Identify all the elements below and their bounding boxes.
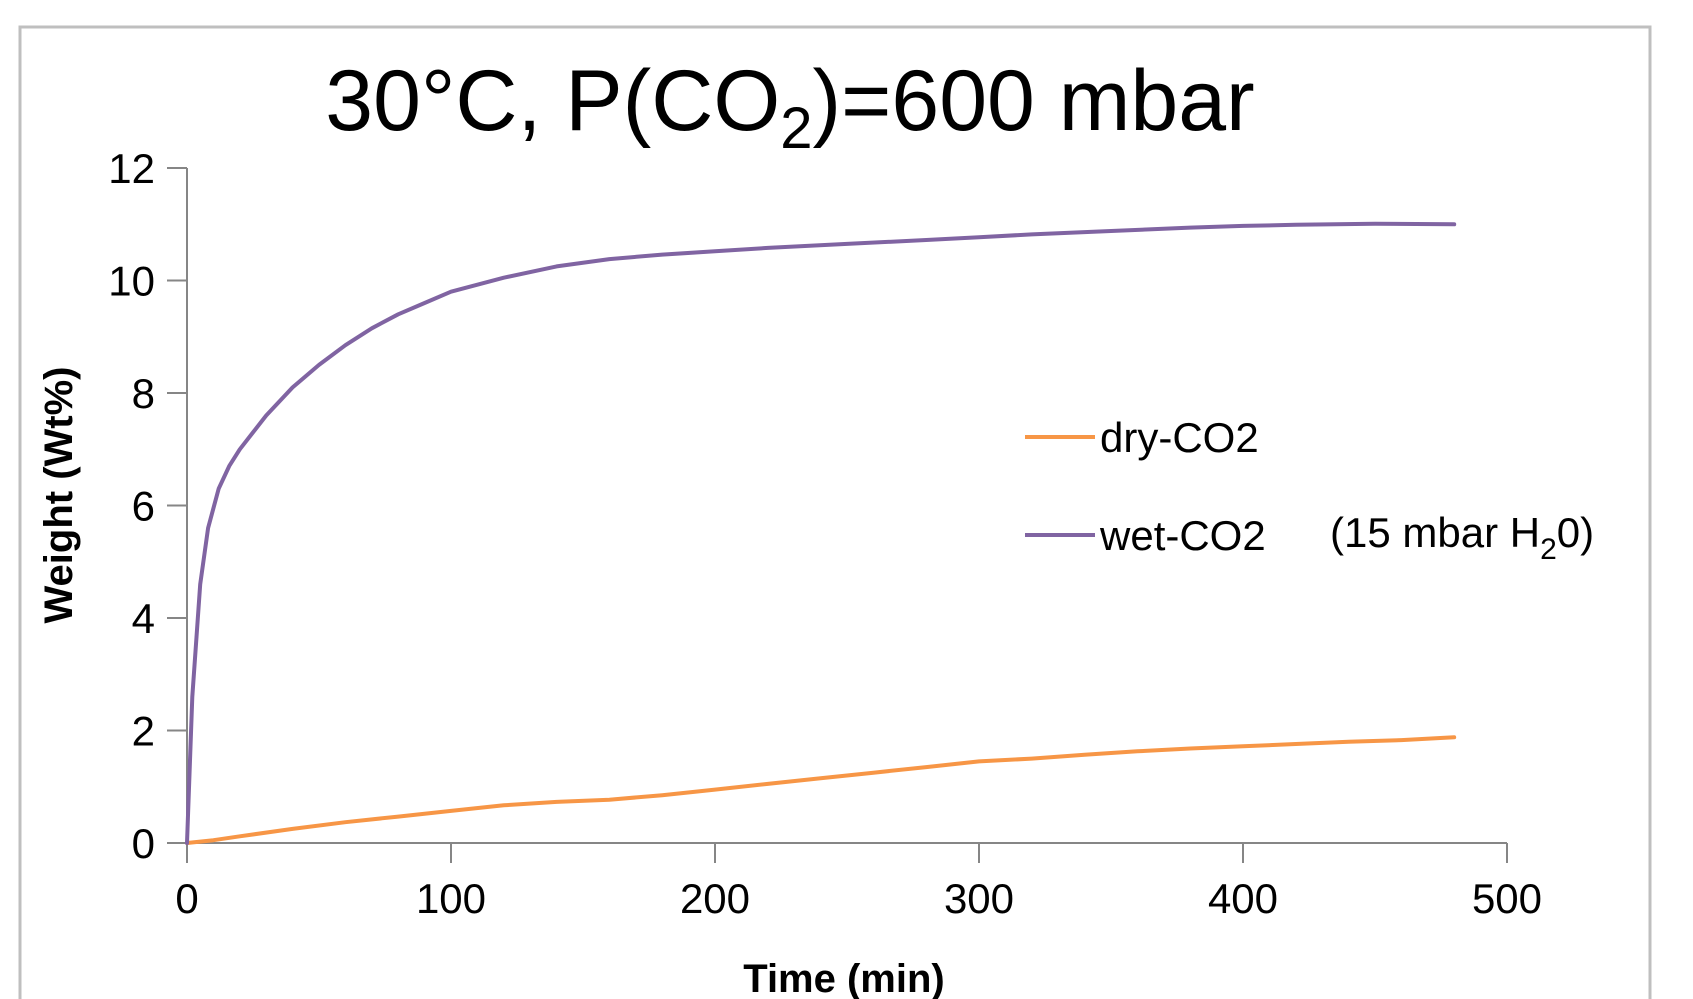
y-tick-label: 10 [108,258,155,305]
chart-title-main: 30°C, P(CO [325,53,780,149]
x-tick-label: 500 [1472,875,1542,922]
chart-frame [18,25,1652,999]
y-tick-label: 2 [132,708,155,755]
y-tick-labels: 0 2 4 6 8 10 12 [108,145,155,867]
y-tick-label: 0 [132,820,155,867]
x-tick-label: 300 [944,875,1014,922]
x-tick-labels: 0 100 200 300 400 500 [175,875,1542,922]
series-line-dry-co2 [185,735,1457,845]
series-line-wet-co2 [185,221,1457,845]
legend-note-tail: 0) [1557,509,1594,556]
y-axis-title: Weight (Wt%) [37,367,81,624]
y-tick-label: 6 [132,483,155,530]
x-axis-title: Time (min) [743,957,945,999]
legend-note: (15 mbar H20) [1330,509,1594,566]
y-tick-label: 4 [132,595,155,642]
y-tick-label: 8 [132,370,155,417]
y-tick-label: 12 [108,145,155,192]
legend-label-dry-co2: dry-CO2 [1100,414,1259,461]
chart-title-subscript: 2 [780,96,812,161]
chart-title: 30°C, P(CO2)=600 mbar [325,53,1254,161]
x-tick-label: 100 [416,875,486,922]
legend-note-subscript: 2 [1540,533,1557,566]
legend: dry-CO2 wet-CO2 [1025,414,1266,559]
series-group [185,221,1457,845]
x-tick-label: 0 [175,875,198,922]
legend-note-text: (15 mbar H [1330,509,1540,556]
x-tick-label: 400 [1208,875,1278,922]
chart-title-tail: )=600 mbar [813,53,1255,149]
legend-label-wet-co2: wet-CO2 [1099,512,1266,559]
x-tick-label: 200 [680,875,750,922]
axes [167,167,1508,863]
